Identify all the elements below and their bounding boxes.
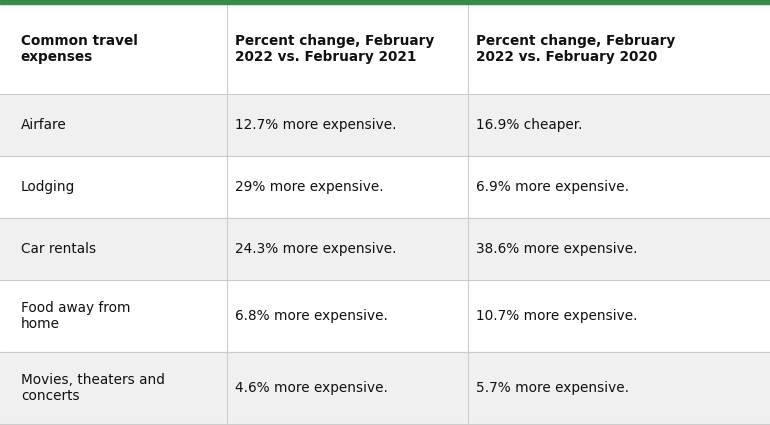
Bar: [0, 4, 770, 94]
Text: 6.9% more expensive.: 6.9% more expensive.: [476, 180, 629, 194]
Bar: [0, 280, 770, 352]
Text: 16.9% cheaper.: 16.9% cheaper.: [476, 118, 582, 132]
Text: Percent change, February
2022 vs. February 2020: Percent change, February 2022 vs. Februa…: [476, 34, 675, 64]
Text: Movies, theaters and
concerts: Movies, theaters and concerts: [21, 373, 165, 403]
Text: Airfare: Airfare: [21, 118, 66, 132]
Bar: [0, 352, 770, 424]
Bar: [0, 156, 770, 218]
Text: 10.7% more expensive.: 10.7% more expensive.: [476, 309, 638, 323]
Bar: [0, 94, 770, 156]
Text: 29% more expensive.: 29% more expensive.: [235, 180, 383, 194]
Text: Percent change, February
2022 vs. February 2021: Percent change, February 2022 vs. Februa…: [235, 34, 434, 64]
Text: Common travel
expenses: Common travel expenses: [21, 34, 138, 64]
Text: 6.8% more expensive.: 6.8% more expensive.: [235, 309, 388, 323]
Text: 38.6% more expensive.: 38.6% more expensive.: [476, 242, 638, 256]
Text: Car rentals: Car rentals: [21, 242, 96, 256]
Bar: [0, 218, 770, 280]
Text: Food away from
home: Food away from home: [21, 301, 130, 331]
Bar: [0, 0, 770, 4]
Text: 5.7% more expensive.: 5.7% more expensive.: [476, 381, 629, 395]
Text: 12.7% more expensive.: 12.7% more expensive.: [235, 118, 397, 132]
Text: 4.6% more expensive.: 4.6% more expensive.: [235, 381, 388, 395]
Text: 24.3% more expensive.: 24.3% more expensive.: [235, 242, 397, 256]
Text: Lodging: Lodging: [21, 180, 75, 194]
